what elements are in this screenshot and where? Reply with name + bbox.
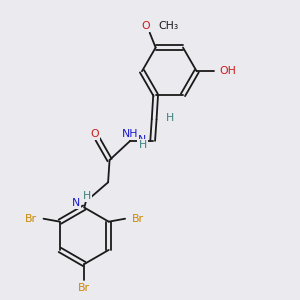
Text: Br: Br xyxy=(132,214,144,224)
Text: H: H xyxy=(166,113,174,123)
Text: OH: OH xyxy=(220,66,236,76)
Text: N: N xyxy=(72,198,80,208)
Text: CH₃: CH₃ xyxy=(158,21,178,31)
Text: Br: Br xyxy=(78,283,90,293)
Text: H: H xyxy=(83,191,92,201)
Text: Br: Br xyxy=(25,214,37,224)
Text: O: O xyxy=(141,21,150,31)
Text: NH: NH xyxy=(122,129,138,139)
Text: O: O xyxy=(90,129,99,139)
Text: N: N xyxy=(138,135,146,145)
Text: H: H xyxy=(139,140,147,150)
